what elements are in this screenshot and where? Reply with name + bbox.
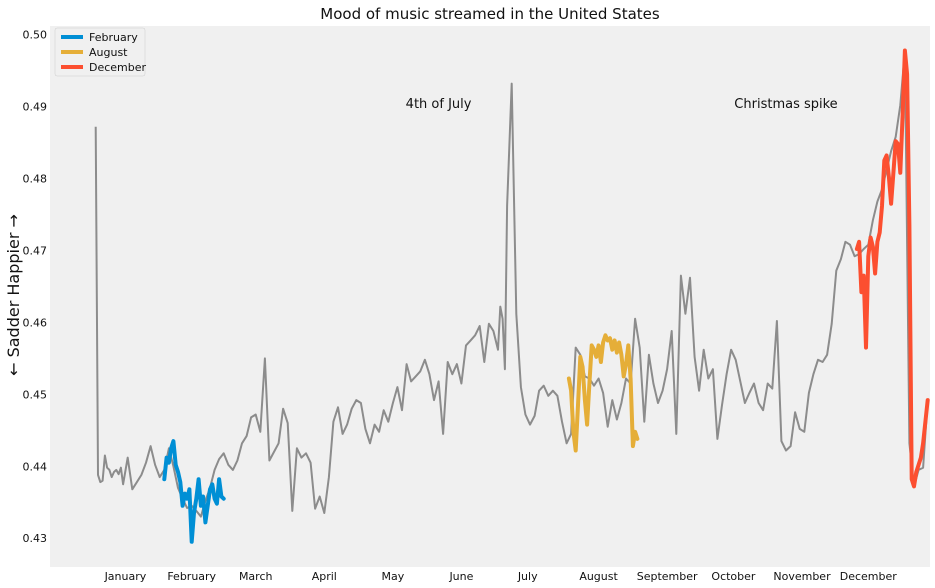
x-tick-label: January [104,570,147,583]
x-tick-label: February [167,570,216,583]
series-line-december [854,48,930,489]
x-tick-label: March [239,570,273,583]
x-tick-label: August [579,570,618,583]
annotation-label: 4th of July [406,97,472,112]
x-tick-label: July [517,570,538,583]
x-tick-label: December [840,570,898,583]
y-tick-label: 0.49 [23,101,48,114]
plot-background [50,26,930,567]
x-tick-label: October [711,570,755,583]
legend-label-december: December [89,61,147,74]
chart-annotations: 4th of July Christmas spike [406,97,838,112]
y-axis-label: ← Sadder Happier → [4,214,23,376]
annotation-label: Christmas spike [734,97,837,112]
y-tick-label: 0.50 [23,29,48,42]
legend-label-august: August [89,46,128,59]
x-tick-label: May [381,570,404,583]
legend-label-february: February [89,31,138,44]
chart-title: Mood of music streamed in the United Sta… [320,5,660,23]
legend: February August December [54,27,147,77]
series-line-full-year [94,49,929,518]
y-tick-label: 0.46 [23,316,48,329]
y-tick-label: 0.44 [23,460,48,473]
x-tick-label: November [773,570,831,583]
y-tick-label: 0.48 [23,173,48,186]
legend-box [54,27,146,77]
series-line-february [162,439,226,544]
x-tick-label: June [448,570,473,583]
y-axis-ticks: 0.43 0.44 0.45 0.46 0.47 0.48 0.49 0.50 [23,29,48,546]
x-tick-label: September [637,570,698,583]
x-axis-ticks: January February March April May June July Augu… [104,570,898,583]
series-line-august [566,333,640,453]
x-tick-label: April [312,570,337,583]
y-tick-label: 0.45 [23,388,48,401]
y-tick-label: 0.47 [23,244,48,257]
chart-lines [94,48,930,544]
y-tick-label: 0.43 [23,532,48,545]
